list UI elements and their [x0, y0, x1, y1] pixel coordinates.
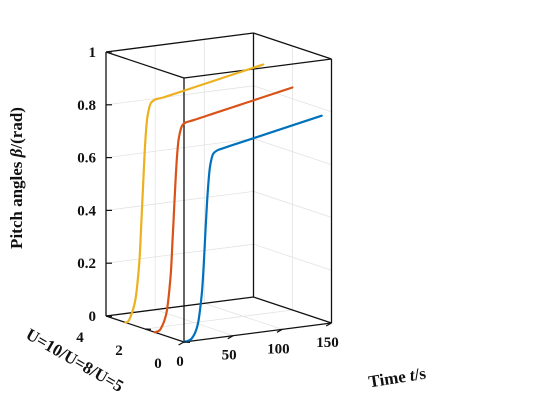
box-edge: [105, 296, 254, 317]
x-tick-mark: [227, 335, 234, 340]
grid-line: [105, 243, 254, 264]
x-tick-label: 0: [176, 354, 184, 370]
series-line: [124, 63, 265, 324]
grid-line: [105, 138, 254, 158]
z-axis-label: Pitch angles β/(rad): [7, 107, 26, 249]
box-edge: [253, 32, 332, 60]
z-tick-label: 1: [89, 45, 97, 61]
z-tick-label: 0.8: [77, 98, 96, 114]
x-axis-label: Time t/s: [367, 364, 427, 392]
y-axis-label: U=10/U=8/U=5: [23, 325, 127, 396]
grid-line: [253, 243, 332, 271]
x-tick-label: 150: [316, 335, 339, 351]
x-tick-label: 50: [222, 348, 237, 364]
x-tick-label: 100: [267, 341, 290, 357]
grid-line: [105, 191, 254, 211]
grid-line: [253, 191, 332, 218]
x-tick-mark: [276, 328, 283, 333]
z-tick-label: 0: [89, 309, 97, 325]
grid-line: [144, 309, 293, 330]
box-edge: [183, 58, 332, 79]
box-edge: [183, 322, 332, 343]
series-line: [182, 114, 323, 344]
series-line: [153, 86, 294, 334]
grid-line: [253, 85, 332, 113]
grid-line: [253, 138, 332, 165]
y-tick-label: 0: [154, 356, 162, 372]
y-tick-label: 4: [76, 330, 84, 346]
box-edge: [253, 296, 332, 324]
z-tick-label: 0.6: [77, 151, 96, 167]
box-edge: [105, 51, 185, 79]
x-tick-mark: [178, 341, 185, 346]
box-edge: [105, 32, 254, 53]
axis-box: [105, 32, 333, 343]
z-tick-label: 0.2: [77, 256, 96, 272]
z-tick-label: 0.4: [77, 203, 96, 219]
y-tick-label: 2: [115, 343, 123, 359]
series-layer: [124, 63, 323, 344]
x-tick-mark: [325, 322, 332, 327]
grid-line: [105, 85, 254, 106]
